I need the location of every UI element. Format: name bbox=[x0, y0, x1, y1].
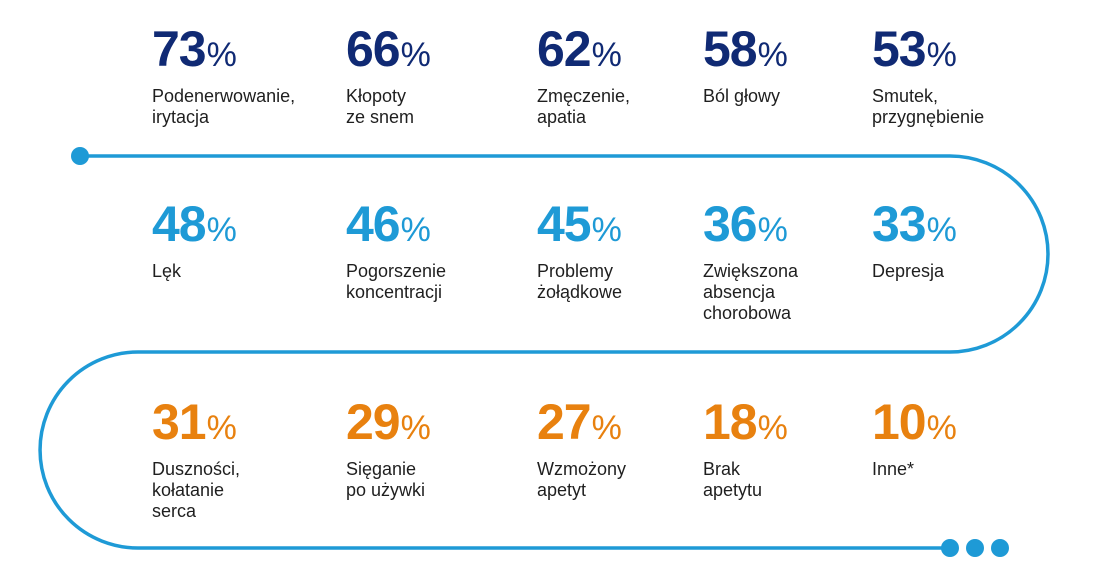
stat-item: 62% Zmęczenie, apatia bbox=[537, 24, 717, 128]
stat-percentage: 31% bbox=[152, 397, 332, 447]
percent-sign: % bbox=[591, 211, 622, 249]
stat-item: 31% Duszności, kołatanie serca bbox=[152, 397, 332, 522]
stat-item: 73% Podenerwowanie, irytacja bbox=[152, 24, 332, 128]
stat-label: Duszności, kołatanie serca bbox=[152, 459, 241, 521]
stat-item: 27% Wzmożony apetyt bbox=[537, 397, 717, 501]
stat-percentage: 73% bbox=[152, 24, 332, 74]
percent-sign: % bbox=[926, 409, 957, 447]
stat-label: Sięganie po używki bbox=[346, 459, 426, 500]
stat-value: 33 bbox=[872, 196, 927, 252]
stat-label: Problemy żołądkowe bbox=[537, 261, 623, 302]
percent-sign: % bbox=[757, 409, 788, 447]
stat-value: 73 bbox=[152, 21, 207, 77]
stat-item: 18% Brak apetytu bbox=[703, 397, 883, 501]
percent-sign: % bbox=[926, 36, 957, 74]
path-end-dot-3 bbox=[991, 539, 1009, 557]
stat-label: Zwiększona absencja chorobowa bbox=[703, 261, 799, 323]
path-start-dot bbox=[71, 147, 89, 165]
stat-item: 58% Ból głowy bbox=[703, 24, 883, 107]
stat-value: 10 bbox=[872, 394, 927, 450]
percent-sign: % bbox=[400, 409, 431, 447]
stat-value: 58 bbox=[703, 21, 758, 77]
stat-item: 66% Kłopoty ze snem bbox=[346, 24, 526, 128]
percent-sign: % bbox=[591, 409, 622, 447]
stat-label: Kłopoty ze snem bbox=[346, 86, 415, 127]
stat-percentage: 18% bbox=[703, 397, 883, 447]
stat-label: Wzmożony apetyt bbox=[537, 459, 627, 500]
stat-percentage: 45% bbox=[537, 199, 717, 249]
path-end-dot-2 bbox=[966, 539, 984, 557]
stat-label: Ból głowy bbox=[703, 86, 781, 106]
stat-label: Lęk bbox=[152, 261, 182, 281]
stat-label: Pogorszenie koncentracji bbox=[346, 261, 447, 302]
stat-value: 45 bbox=[537, 196, 592, 252]
percent-sign: % bbox=[757, 36, 788, 74]
stat-percentage: 36% bbox=[703, 199, 883, 249]
stat-item: 36% Zwiększona absencja chorobowa bbox=[703, 199, 883, 324]
percent-sign: % bbox=[400, 36, 431, 74]
percent-sign: % bbox=[206, 36, 237, 74]
stat-item: 10% Inne* bbox=[872, 397, 1052, 480]
stat-label: Smutek, przygnębienie bbox=[872, 86, 985, 127]
stat-percentage: 58% bbox=[703, 24, 883, 74]
stat-value: 46 bbox=[346, 196, 401, 252]
stat-percentage: 53% bbox=[872, 24, 1052, 74]
percent-sign: % bbox=[206, 409, 237, 447]
stat-label: Brak apetytu bbox=[703, 459, 763, 500]
stat-percentage: 48% bbox=[152, 199, 332, 249]
stat-item: 46% Pogorszenie koncentracji bbox=[346, 199, 526, 303]
stat-value: 62 bbox=[537, 21, 592, 77]
stat-value: 29 bbox=[346, 394, 401, 450]
stat-item: 33% Depresja bbox=[872, 199, 1052, 282]
stat-value: 66 bbox=[346, 21, 401, 77]
stat-percentage: 10% bbox=[872, 397, 1052, 447]
stat-percentage: 62% bbox=[537, 24, 717, 74]
stat-item: 48% Lęk bbox=[152, 199, 332, 282]
path-end-dot-1 bbox=[941, 539, 959, 557]
stat-label: Zmęczenie, apatia bbox=[537, 86, 631, 127]
percent-sign: % bbox=[206, 211, 237, 249]
stat-percentage: 33% bbox=[872, 199, 1052, 249]
stat-percentage: 29% bbox=[346, 397, 526, 447]
stat-value: 31 bbox=[152, 394, 207, 450]
stat-item: 29% Sięganie po używki bbox=[346, 397, 526, 501]
winding-path-line bbox=[38, 154, 1050, 550]
stat-label: Podenerwowanie, irytacja bbox=[152, 86, 296, 127]
percent-sign: % bbox=[400, 211, 431, 249]
stat-label: Inne* bbox=[872, 459, 915, 479]
percent-sign: % bbox=[757, 211, 788, 249]
stat-percentage: 27% bbox=[537, 397, 717, 447]
stat-value: 27 bbox=[537, 394, 592, 450]
percent-sign: % bbox=[591, 36, 622, 74]
stat-percentage: 66% bbox=[346, 24, 526, 74]
stat-value: 48 bbox=[152, 196, 207, 252]
stat-label: Depresja bbox=[872, 261, 945, 281]
stat-item: 53% Smutek, przygnębienie bbox=[872, 24, 1052, 128]
stat-item: 45% Problemy żołądkowe bbox=[537, 199, 717, 303]
stat-value: 53 bbox=[872, 21, 927, 77]
stat-percentage: 46% bbox=[346, 199, 526, 249]
percent-sign: % bbox=[926, 211, 957, 249]
stat-value: 18 bbox=[703, 394, 758, 450]
stat-value: 36 bbox=[703, 196, 758, 252]
